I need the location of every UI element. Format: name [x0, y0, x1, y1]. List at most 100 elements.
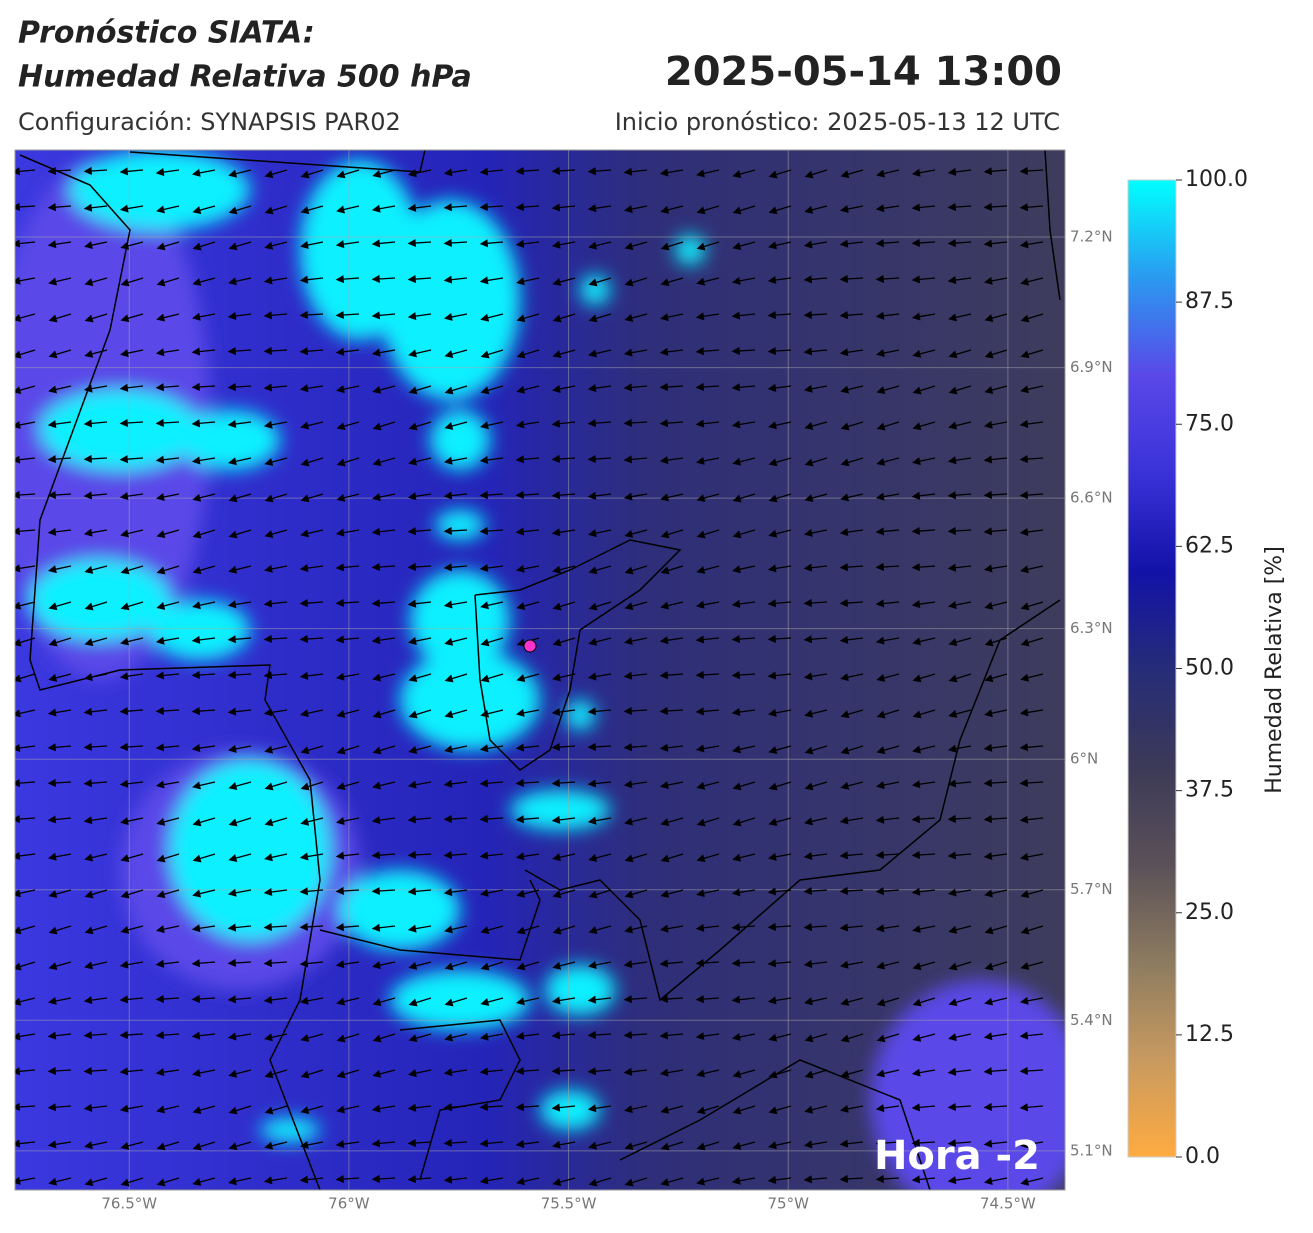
wind-arrow — [984, 925, 1008, 935]
wind-arrow — [804, 169, 828, 179]
wind-arrow — [731, 276, 756, 285]
wind-arrow — [624, 817, 648, 826]
wind-arrow — [191, 959, 216, 968]
wind-arrow — [227, 670, 252, 679]
wind-arrow — [947, 1067, 972, 1076]
wind-arrow — [263, 1176, 288, 1185]
wind-arrow — [839, 960, 864, 969]
wind-arrow — [839, 851, 864, 860]
wind-arrow — [1019, 203, 1044, 212]
wind-arrow — [839, 1139, 864, 1148]
wind-arrow — [767, 311, 792, 320]
wind-arrow — [731, 995, 756, 1004]
wind-arrow — [1020, 1177, 1044, 1186]
wind-arrow — [624, 853, 648, 863]
wind-arrow — [767, 852, 792, 861]
wind-arrow — [300, 745, 324, 755]
wind-arrow — [948, 961, 972, 971]
wind-arrow — [371, 204, 396, 213]
wind-arrow — [155, 780, 180, 789]
wind-arrow — [587, 672, 612, 681]
wind-arrow — [299, 634, 324, 644]
wind-arrow — [191, 635, 216, 644]
wind-arrow — [624, 1105, 648, 1114]
wind-arrow — [120, 1177, 144, 1187]
wind-arrow — [623, 492, 648, 501]
wind-arrow — [15, 276, 36, 285]
wind-arrow — [984, 601, 1008, 610]
x-tick-label: 76.5°W — [101, 1195, 157, 1213]
wind-arrow — [1019, 419, 1044, 429]
wind-arrow — [119, 418, 144, 428]
wind-arrow — [696, 1069, 720, 1078]
wind-arrow — [443, 814, 468, 824]
y-tick-label: 7.2°N — [1070, 228, 1113, 246]
wind-arrow — [299, 959, 324, 968]
wind-arrow — [192, 205, 216, 214]
wind-arrow — [659, 1031, 684, 1040]
wind-arrow — [587, 1104, 612, 1113]
wind-arrow — [119, 995, 144, 1004]
wind-arrow — [407, 815, 432, 824]
wind-arrow — [155, 994, 180, 1004]
wind-arrow — [228, 817, 252, 827]
wind-arrow — [947, 276, 972, 285]
wind-arrow — [336, 1033, 360, 1043]
wind-arrow — [623, 455, 648, 464]
wind-arrow — [660, 205, 684, 214]
wind-arrow — [227, 958, 252, 967]
wind-arrow — [371, 562, 396, 572]
wind-arrow — [839, 348, 864, 357]
wind-arrow — [227, 600, 252, 609]
wind-arrow — [551, 419, 576, 428]
wind-arrow — [155, 743, 180, 752]
wind-arrow — [767, 276, 792, 285]
wind-arrow — [803, 672, 828, 681]
wind-arrow — [155, 493, 180, 501]
wind-arrow — [911, 600, 936, 609]
wind-arrow — [660, 889, 684, 898]
wind-arrow — [408, 961, 432, 970]
wind-arrow — [804, 421, 828, 430]
wind-arrow — [768, 457, 792, 467]
wind-arrow — [15, 239, 36, 248]
wind-arrow — [443, 1175, 468, 1184]
wind-arrow — [443, 600, 468, 609]
wind-arrow — [48, 601, 72, 611]
wind-arrow — [264, 529, 288, 538]
wind-arrow — [660, 781, 684, 790]
wind-arrow — [947, 1102, 972, 1112]
wind-arrow — [947, 1139, 972, 1148]
wind-arrow — [839, 886, 864, 895]
config: Configuración: SYNAPSIS PAR02 — [18, 108, 401, 136]
wind-arrow — [1019, 491, 1044, 500]
wind-arrow — [984, 313, 1008, 322]
wind-arrow — [371, 923, 396, 932]
wind-arrow — [192, 1141, 216, 1151]
wind-arrow — [767, 887, 792, 896]
wind-arrow — [299, 922, 324, 931]
wind-arrow — [659, 959, 684, 968]
wind-arrow — [695, 312, 720, 321]
wind-arrow — [155, 348, 180, 357]
wind-arrow — [335, 923, 360, 932]
wind-arrow — [515, 1139, 540, 1149]
wind-arrow — [228, 1141, 252, 1151]
wind-arrow — [876, 781, 900, 790]
wind-arrow — [551, 708, 576, 717]
wind-arrow — [335, 851, 360, 860]
wind-arrow — [1020, 601, 1044, 611]
wind-arrow — [15, 455, 36, 464]
wind-arrow — [839, 635, 864, 644]
wind-arrow — [695, 670, 720, 679]
wind-arrow — [119, 672, 144, 681]
wind-arrow — [587, 454, 612, 464]
wind-arrow — [803, 1140, 828, 1149]
wind-arrow — [191, 1031, 216, 1040]
wind-arrow — [83, 166, 108, 176]
wind-arrow — [947, 744, 972, 753]
wind-arrow — [119, 779, 144, 788]
wind-arrow — [227, 888, 252, 897]
wind-arrow — [840, 493, 864, 502]
wind-arrow — [15, 889, 36, 898]
